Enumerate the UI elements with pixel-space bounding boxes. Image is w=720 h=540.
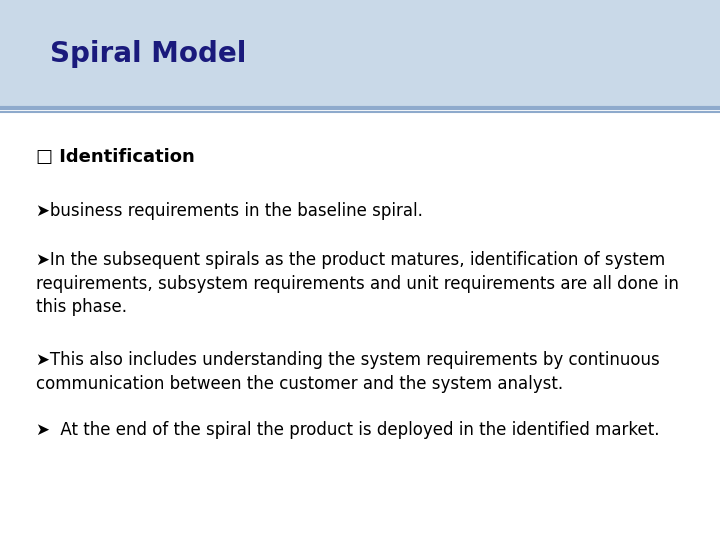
Text: Spiral Model: Spiral Model xyxy=(50,40,247,68)
Text: ➤  At the end of the spiral the product is deployed in the identified market.: ➤ At the end of the spiral the product i… xyxy=(36,421,660,439)
Text: ➤This also includes understanding the system requirements by continuous
communic: ➤This also includes understanding the sy… xyxy=(36,351,660,393)
FancyBboxPatch shape xyxy=(0,0,720,108)
Text: ➤business requirements in the baseline spiral.: ➤business requirements in the baseline s… xyxy=(36,202,423,220)
Text: □ Identification: □ Identification xyxy=(36,148,194,166)
Text: ➤In the subsequent spirals as the product matures, identification of system
requ: ➤In the subsequent spirals as the produc… xyxy=(36,251,679,316)
